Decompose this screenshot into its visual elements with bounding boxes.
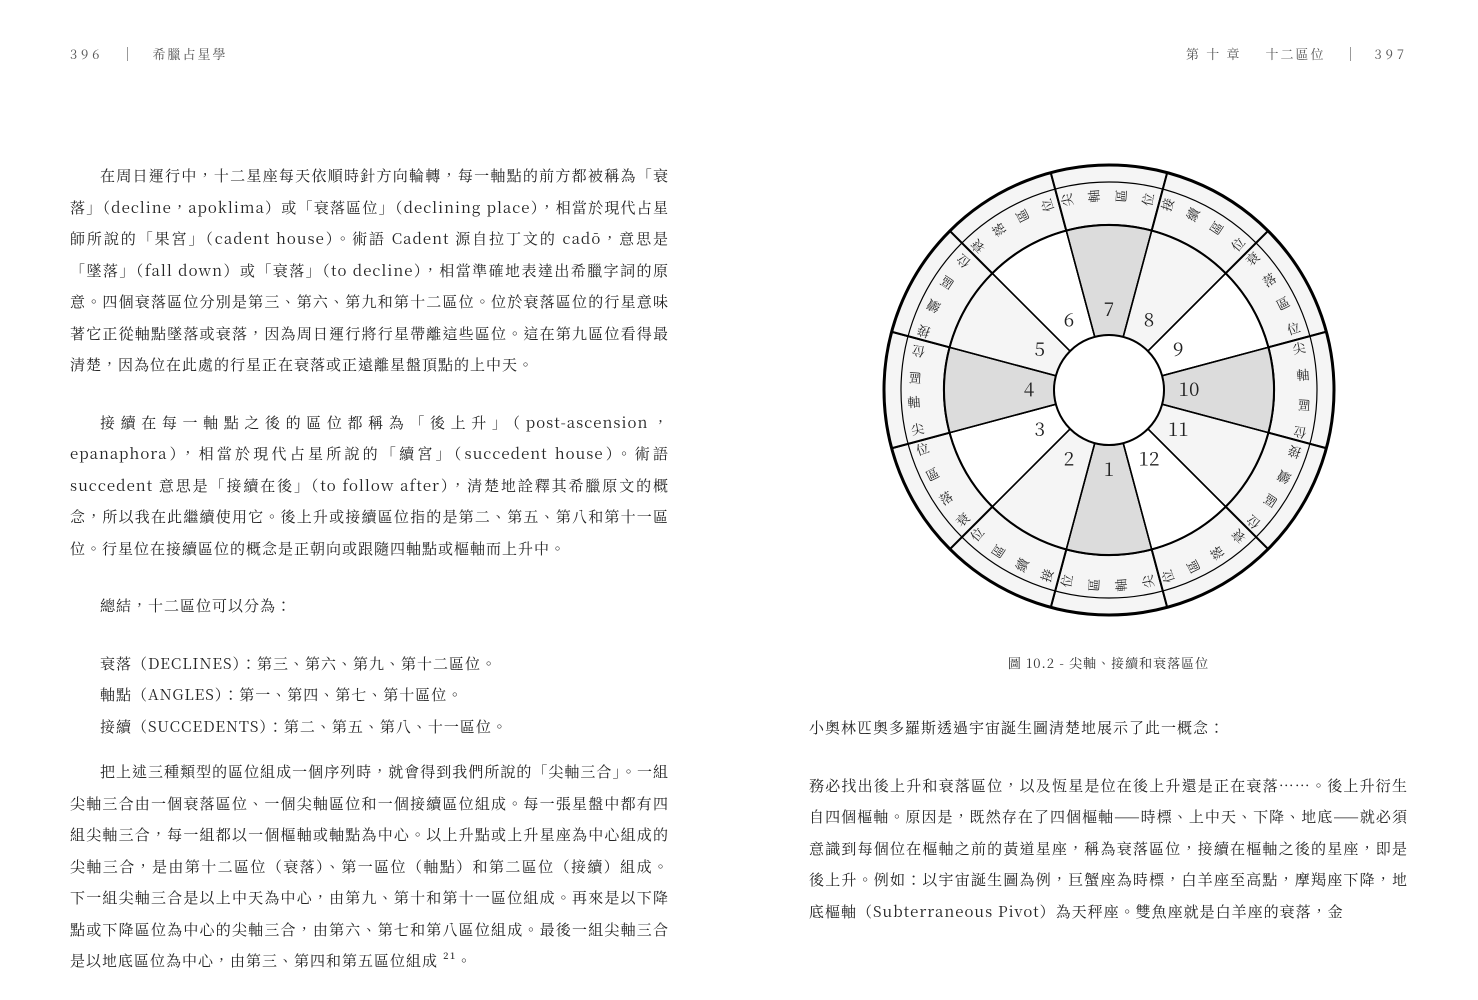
- left-body: 在周日運行中，十二星座每天依順時針方向輪轉，每一軸點的前方都被稱為「衰落」（de…: [70, 160, 669, 977]
- list-angles: 軸點（ANGLES）：第一、第四、第七、第十區位。: [70, 679, 669, 711]
- house-number-4: 4: [1023, 375, 1034, 402]
- house-chart: 123456789101112尖軸區位接續區位衰落區位尖軸區位接續區位衰落區位尖…: [869, 150, 1349, 635]
- house-number-6: 6: [1063, 306, 1073, 333]
- svg-text:軸: 軸: [906, 391, 921, 411]
- house-number-9: 9: [1173, 335, 1183, 362]
- svg-text:區: 區: [1083, 577, 1103, 592]
- list-declines: 衰落（DECLINES）：第三、第六、第九、第十二區位。: [70, 648, 669, 680]
- section-label: 十二區位: [1266, 44, 1326, 63]
- page-number-left: 396: [70, 44, 103, 63]
- svg-text:軸: 軸: [1295, 364, 1310, 384]
- house-number-8: 8: [1143, 306, 1153, 333]
- chapter-label: 第 十 章: [1186, 44, 1242, 63]
- svg-text:區: 區: [906, 369, 921, 389]
- list-succedents: 接續（SUCCEDENTS）：第二、第五、第八、十一區位。: [70, 711, 669, 743]
- svg-text:區: 區: [1110, 188, 1130, 203]
- para-3: 總結，十二區位可以分為：: [70, 590, 669, 622]
- house-number-10: 10: [1178, 375, 1199, 402]
- svg-text:軸: 軸: [1083, 188, 1103, 203]
- page-number-right: 397: [1375, 44, 1408, 63]
- house-number-11: 11: [1167, 415, 1188, 442]
- figure-caption: 圖 10.2 - 尖軸、接續和衰落區位: [809, 653, 1408, 672]
- hub: [1054, 335, 1164, 445]
- header-divider: [1350, 47, 1351, 61]
- para-4: 把上述三種類型的區位組成一個序列時，就會得到我們所說的「尖軸三合」。一組尖軸三合…: [70, 756, 669, 977]
- page-right: 第 十 章 十二區位 397 123456789101112尖軸區位接續區位衰落…: [739, 0, 1478, 1000]
- house-number-2: 2: [1063, 444, 1073, 471]
- house-number-1: 1: [1103, 455, 1113, 482]
- right-quote: 務必找出後上升和衰落區位，以及恆星是位在後上升還是正在衰落……。後上升衍生自四個…: [809, 770, 1408, 928]
- house-number-7: 7: [1103, 295, 1113, 322]
- house-number-12: 12: [1138, 444, 1159, 471]
- header-right: 第 十 章 十二區位 397: [1186, 44, 1408, 63]
- para-1: 在周日運行中，十二星座每天依順時針方向輪轉，每一軸點的前方都被稱為「衰落」（de…: [70, 160, 669, 381]
- house-number-5: 5: [1034, 335, 1044, 362]
- page-left: 396 希臘占星學 在周日運行中，十二星座每天依順時針方向輪轉，每一軸點的前方都…: [0, 0, 739, 1000]
- para-2: 接續在每一軸點之後的區位都稱為「後上升」（post-ascension，epan…: [70, 407, 669, 565]
- right-para-1: 小奧林匹奧多羅斯透過宇宙誕生圖清楚地展示了此一概念：: [809, 712, 1408, 744]
- svg-text:區: 區: [1295, 396, 1310, 416]
- svg-text:軸: 軸: [1110, 577, 1130, 592]
- house-number-3: 3: [1034, 415, 1044, 442]
- book-title: 希臘占星學: [152, 44, 227, 63]
- header-divider: [127, 47, 128, 61]
- header-left: 396 希臘占星學: [70, 44, 227, 63]
